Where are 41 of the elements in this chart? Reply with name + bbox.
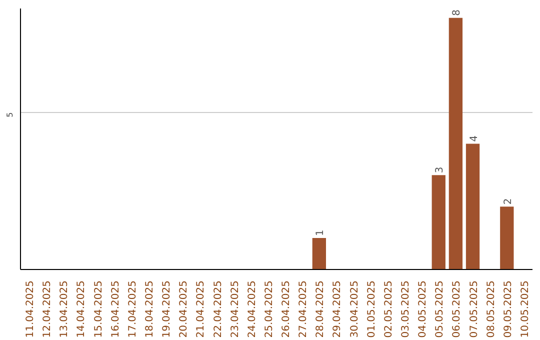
- x-tick-label: 09.05.2025: [502, 280, 514, 338]
- x-tick-label: 17.04.2025: [127, 280, 138, 338]
- x-tick-label: 25.04.2025: [264, 280, 275, 338]
- x-tick-label: 21.04.2025: [196, 280, 207, 338]
- data-label: 8: [452, 10, 463, 16]
- bar: [466, 144, 480, 270]
- x-tick-label: 08.05.2025: [486, 280, 497, 338]
- x-tick-label: 20.04.2025: [178, 280, 190, 338]
- x-tick-label: 23.04.2025: [230, 280, 241, 338]
- bar: [448, 18, 463, 270]
- x-tick-label: 12.04.2025: [42, 280, 54, 338]
- bar: [432, 175, 446, 270]
- x-tick-label: 29.04.2025: [332, 280, 344, 338]
- data-label: 4: [468, 135, 480, 142]
- x-tick-label: 14.04.2025: [76, 280, 88, 338]
- bar: [500, 206, 514, 270]
- x-tick-label: 02.05.2025: [383, 280, 394, 338]
- x-tick-label: 10.05.2025: [520, 280, 531, 338]
- x-tick-label: 07.05.2025: [468, 280, 480, 338]
- x-tick-label: 01.05.2025: [366, 280, 378, 338]
- x-tick-label: 11.04.2025: [25, 280, 36, 338]
- x-tick-label: 03.05.2025: [400, 280, 412, 338]
- x-tick-label: 22.04.2025: [212, 280, 224, 338]
- x-tick-label: 30.04.2025: [349, 280, 360, 338]
- x-tick-label: 27.04.2025: [298, 280, 310, 338]
- x-tick-label: 26.04.2025: [281, 280, 292, 338]
- x-tick-label: 06.05.2025: [452, 280, 463, 338]
- x-tick-label: 15.04.2025: [93, 280, 104, 338]
- x-tick-label: 13.04.2025: [59, 280, 70, 338]
- x-tick-label: 05.05.2025: [434, 280, 446, 338]
- data-label: 2: [502, 198, 514, 205]
- x-tick-label: 16.04.2025: [110, 280, 122, 338]
- x-tick-label: 18.04.2025: [144, 280, 156, 338]
- x-tick-label: 28.04.2025: [315, 280, 326, 338]
- data-label: 3: [434, 166, 446, 174]
- data-label: 1: [315, 230, 326, 236]
- x-tick-label: 24.04.2025: [246, 280, 258, 338]
- bar: [312, 238, 326, 270]
- y-tick-label: 5: [6, 112, 14, 118]
- x-tick-label: 19.04.2025: [162, 280, 173, 338]
- x-tick-label: 04.05.2025: [418, 280, 429, 338]
